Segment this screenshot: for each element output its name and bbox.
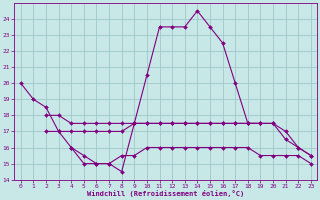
X-axis label: Windchill (Refroidissement éolien,°C): Windchill (Refroidissement éolien,°C) xyxy=(87,190,244,197)
